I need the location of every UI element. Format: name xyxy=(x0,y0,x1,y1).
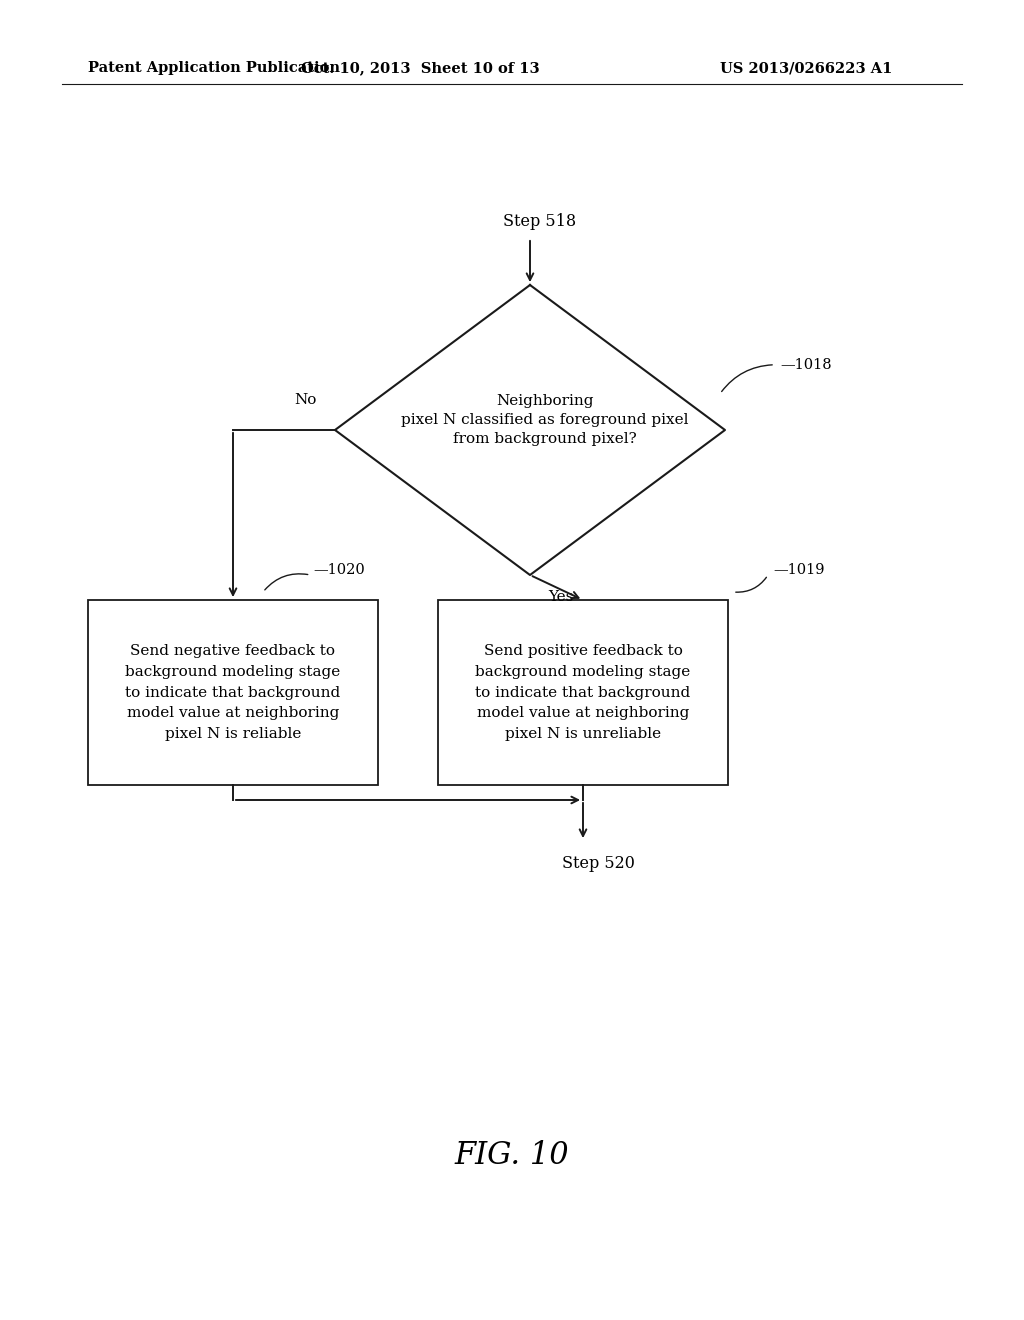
Text: US 2013/0266223 A1: US 2013/0266223 A1 xyxy=(720,61,892,75)
Text: FIG. 10: FIG. 10 xyxy=(455,1139,569,1171)
Text: —1019: —1019 xyxy=(773,564,824,577)
Text: Yes: Yes xyxy=(548,590,573,605)
Text: Oct. 10, 2013  Sheet 10 of 13: Oct. 10, 2013 Sheet 10 of 13 xyxy=(301,61,540,75)
Text: Send positive feedback to
background modeling stage
to indicate that background
: Send positive feedback to background mod… xyxy=(475,644,690,741)
Bar xyxy=(88,601,378,785)
Text: No: No xyxy=(295,393,317,407)
Bar xyxy=(438,601,728,785)
Text: Send negative feedback to
background modeling stage
to indicate that background
: Send negative feedback to background mod… xyxy=(125,644,341,741)
Text: —1018: —1018 xyxy=(780,358,831,372)
Text: Neighboring
pixel N classified as foreground pixel
from background pixel?: Neighboring pixel N classified as foregr… xyxy=(401,393,689,446)
Text: —1020: —1020 xyxy=(313,564,366,577)
Text: Patent Application Publication: Patent Application Publication xyxy=(88,61,340,75)
Text: Step 520: Step 520 xyxy=(561,854,635,871)
Text: Step 518: Step 518 xyxy=(504,214,577,231)
